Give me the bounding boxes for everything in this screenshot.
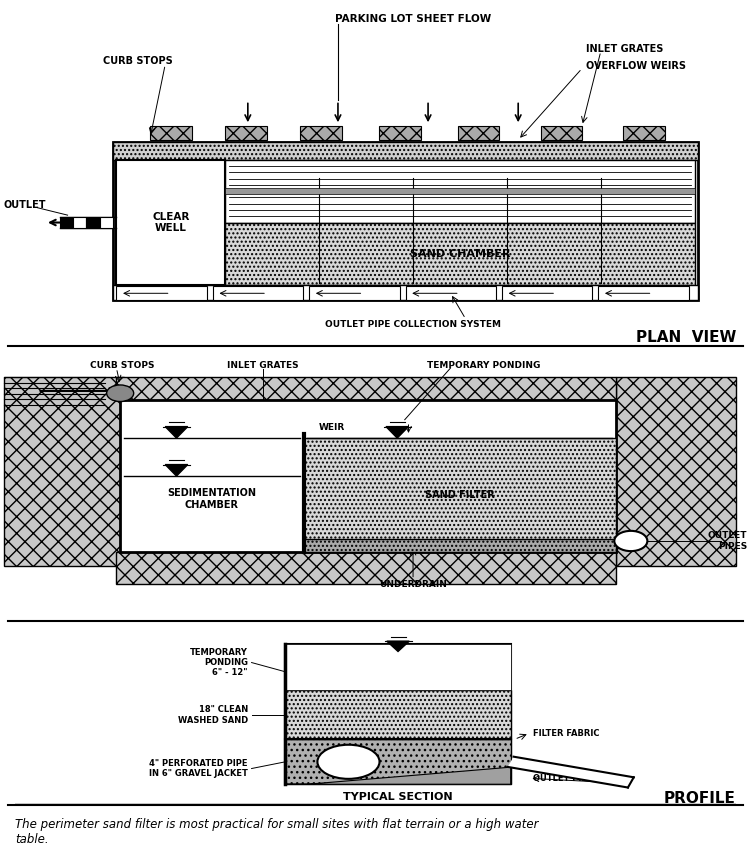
Bar xyxy=(225,223,695,286)
Text: 18" CLEAN
WASHED SAND: 18" CLEAN WASHED SAND xyxy=(177,705,248,725)
Bar xyxy=(113,286,698,300)
Bar xyxy=(379,126,421,140)
Text: OUTLET
PIPES: OUTLET PIPES xyxy=(707,532,747,551)
Text: CURB STOPS: CURB STOPS xyxy=(103,56,173,66)
Text: TEMPORARY
PONDING
6" - 12": TEMPORARY PONDING 6" - 12" xyxy=(190,647,248,677)
Circle shape xyxy=(614,531,647,551)
Bar xyxy=(116,552,616,584)
Polygon shape xyxy=(165,464,188,476)
Bar xyxy=(309,286,400,299)
Bar xyxy=(213,286,303,299)
Text: 4" PERFORATED PIPE
IN 6" GRAVEL JACKET: 4" PERFORATED PIPE IN 6" GRAVEL JACKET xyxy=(149,759,248,778)
Text: SAND FILTER: SAND FILTER xyxy=(425,490,495,500)
Bar xyxy=(4,377,124,566)
Text: SAND CHAMBER: SAND CHAMBER xyxy=(410,249,510,259)
Circle shape xyxy=(318,745,379,778)
Bar xyxy=(74,217,86,229)
Bar xyxy=(113,142,698,300)
Bar xyxy=(116,377,616,400)
Bar xyxy=(225,188,695,194)
Bar xyxy=(300,126,342,140)
Text: SEDIMENTATION
CHAMBER: SEDIMENTATION CHAMBER xyxy=(167,488,256,510)
Polygon shape xyxy=(386,426,409,438)
Text: FILTER FABRIC: FILTER FABRIC xyxy=(533,728,600,738)
Bar xyxy=(113,142,698,160)
Text: CLEAR
WELL: CLEAR WELL xyxy=(152,211,189,233)
Text: WEIR: WEIR xyxy=(318,423,345,432)
Bar xyxy=(99,217,113,229)
Bar xyxy=(458,126,499,140)
Bar xyxy=(303,438,616,552)
Bar xyxy=(86,217,100,229)
Bar xyxy=(225,160,695,223)
Bar xyxy=(116,286,207,299)
Text: PLAN  VIEW: PLAN VIEW xyxy=(635,330,736,344)
Text: INLET GRATES: INLET GRATES xyxy=(586,44,663,54)
Bar xyxy=(285,740,511,784)
Text: CURB STOPS: CURB STOPS xyxy=(90,361,155,370)
Bar xyxy=(116,160,225,286)
Polygon shape xyxy=(165,426,188,438)
Bar xyxy=(406,286,496,299)
Text: TYPICAL SECTION: TYPICAL SECTION xyxy=(343,791,453,802)
Bar xyxy=(225,126,267,140)
Text: OUTLET PIPE COLLECTION SYSTEM: OUTLET PIPE COLLECTION SYSTEM xyxy=(325,320,501,330)
Bar xyxy=(623,126,665,140)
Bar xyxy=(616,377,736,566)
Bar xyxy=(285,644,511,690)
Bar xyxy=(303,539,616,552)
Text: TEMPORARY PONDING: TEMPORARY PONDING xyxy=(427,361,541,370)
Text: INLET GRATES: INLET GRATES xyxy=(227,361,299,370)
Text: UNDERDRAIN: UNDERDRAIN xyxy=(379,580,447,589)
Bar xyxy=(285,690,511,740)
Circle shape xyxy=(107,385,134,401)
Bar xyxy=(541,126,582,140)
Bar xyxy=(502,286,593,299)
Bar xyxy=(599,286,689,299)
Text: The perimeter sand filter is most practical for small sites with flat terrain or: The perimeter sand filter is most practi… xyxy=(15,818,538,846)
Bar xyxy=(285,644,511,784)
Bar xyxy=(150,126,192,140)
Text: OUTLET: OUTLET xyxy=(4,200,47,211)
Bar xyxy=(60,217,74,229)
Text: OUTLET PIPE: OUTLET PIPE xyxy=(533,774,593,783)
Bar xyxy=(120,400,616,552)
Text: PROFILE: PROFILE xyxy=(664,791,736,806)
Text: OVERFLOW WEIRS: OVERFLOW WEIRS xyxy=(586,61,686,71)
Text: PARKING LOT SHEET FLOW: PARKING LOT SHEET FLOW xyxy=(335,14,491,24)
Polygon shape xyxy=(387,641,409,652)
Polygon shape xyxy=(508,757,634,788)
Polygon shape xyxy=(285,767,511,784)
